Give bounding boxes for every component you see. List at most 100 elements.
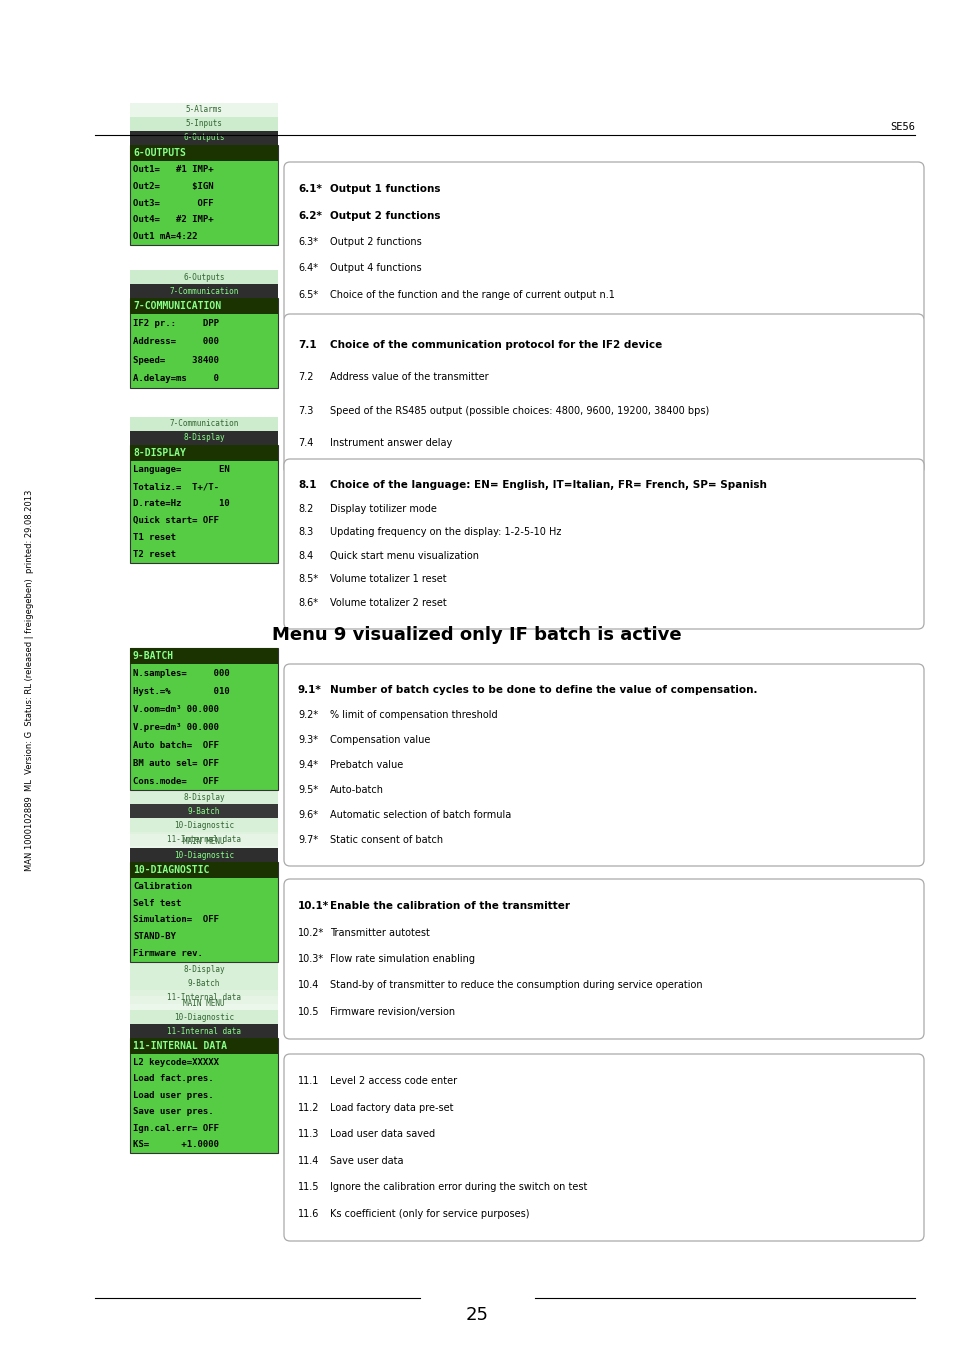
Text: % limit of compensation threshold: % limit of compensation threshold — [330, 710, 497, 721]
Text: MAIN MENU: MAIN MENU — [183, 999, 225, 1007]
Text: 6.2*: 6.2* — [297, 211, 321, 220]
Text: 5-Inputs: 5-Inputs — [185, 119, 222, 128]
Text: Volume totalizer 1 reset: Volume totalizer 1 reset — [330, 575, 446, 584]
Text: Save user data: Save user data — [330, 1156, 403, 1165]
FancyBboxPatch shape — [130, 297, 277, 314]
FancyBboxPatch shape — [130, 804, 277, 818]
FancyBboxPatch shape — [130, 131, 277, 145]
Text: 6-Outputs: 6-Outputs — [183, 273, 225, 281]
Text: Language=       EN: Language= EN — [132, 465, 230, 475]
Text: IF2 pr.:     DPP: IF2 pr.: DPP — [132, 319, 219, 327]
Text: Load factory data pre-set: Load factory data pre-set — [330, 1103, 453, 1113]
Text: V.oom=dm³ 00.000: V.oom=dm³ 00.000 — [132, 704, 219, 714]
Text: Out1=   #1 IMP+: Out1= #1 IMP+ — [132, 165, 213, 174]
Text: BM auto sel= OFF: BM auto sel= OFF — [132, 758, 219, 768]
FancyBboxPatch shape — [130, 976, 277, 990]
Text: 7-Communication: 7-Communication — [169, 419, 238, 429]
Text: Simulation=  OFF: Simulation= OFF — [132, 915, 219, 925]
Text: Choice of the function and the range of current output n.1: Choice of the function and the range of … — [330, 289, 615, 300]
Text: 5-Alarms: 5-Alarms — [185, 105, 222, 115]
Text: 10.3*: 10.3* — [297, 955, 324, 964]
Text: 25: 25 — [465, 1306, 488, 1324]
Text: 11-Internal data: 11-Internal data — [167, 992, 241, 1002]
Text: 9.2*: 9.2* — [297, 710, 317, 721]
Text: 9.1*: 9.1* — [297, 685, 321, 695]
FancyBboxPatch shape — [130, 648, 277, 664]
Text: 7.4: 7.4 — [297, 438, 313, 449]
Text: 6.4*: 6.4* — [297, 264, 317, 273]
Text: Firmware revision/version: Firmware revision/version — [330, 1007, 455, 1017]
Text: 8-Display: 8-Display — [183, 792, 225, 802]
FancyBboxPatch shape — [130, 863, 277, 963]
FancyBboxPatch shape — [130, 963, 277, 976]
Text: T2 reset: T2 reset — [132, 550, 175, 558]
FancyBboxPatch shape — [130, 445, 277, 461]
Text: 8.1: 8.1 — [297, 480, 316, 489]
Text: V.pre=dm³ 00.000: V.pre=dm³ 00.000 — [132, 722, 219, 731]
Text: Cons.mode=   OFF: Cons.mode= OFF — [132, 776, 219, 786]
Text: 7.3: 7.3 — [297, 406, 313, 415]
FancyBboxPatch shape — [130, 790, 277, 804]
FancyBboxPatch shape — [130, 270, 277, 284]
FancyBboxPatch shape — [130, 834, 277, 848]
Text: 7.2: 7.2 — [297, 373, 314, 383]
Text: Firmware rev.: Firmware rev. — [132, 949, 203, 959]
Text: Load fact.pres.: Load fact.pres. — [132, 1075, 213, 1083]
Text: Choice of the language: EN= English, IT=Italian, FR= French, SP= Spanish: Choice of the language: EN= English, IT=… — [330, 480, 766, 489]
Text: Number of batch cycles to be done to define the value of compensation.: Number of batch cycles to be done to def… — [330, 685, 757, 695]
Text: 9.4*: 9.4* — [297, 760, 317, 771]
Text: Auto-batch: Auto-batch — [330, 786, 384, 795]
Text: Choice of the communication protocol for the IF2 device: Choice of the communication protocol for… — [330, 339, 661, 350]
Text: 8.2: 8.2 — [297, 503, 313, 514]
Text: Address=     000: Address= 000 — [132, 337, 219, 346]
Text: Ignore the calibration error during the switch on test: Ignore the calibration error during the … — [330, 1182, 587, 1192]
Text: 6.3*: 6.3* — [297, 237, 317, 247]
FancyBboxPatch shape — [130, 1023, 277, 1038]
Text: Auto batch=  OFF: Auto batch= OFF — [132, 741, 219, 749]
Text: L2 keycode=XXXXX: L2 keycode=XXXXX — [132, 1057, 219, 1067]
Text: Calibration: Calibration — [132, 882, 192, 891]
Text: 8.6*: 8.6* — [297, 598, 317, 608]
Text: 9.7*: 9.7* — [297, 834, 317, 845]
Text: 11.6: 11.6 — [297, 1209, 319, 1218]
FancyBboxPatch shape — [284, 1055, 923, 1241]
Text: A.delay=ms     0: A.delay=ms 0 — [132, 375, 219, 383]
Text: Quick start= OFF: Quick start= OFF — [132, 516, 219, 525]
FancyBboxPatch shape — [130, 145, 277, 161]
Text: 10-DIAGNOSTIC: 10-DIAGNOSTIC — [132, 865, 209, 875]
Text: 8-Display: 8-Display — [183, 434, 225, 442]
Text: 6.5*: 6.5* — [297, 289, 317, 300]
Text: Volume totalizer 2 reset: Volume totalizer 2 reset — [330, 598, 446, 608]
Text: Out4=   #2 IMP+: Out4= #2 IMP+ — [132, 215, 213, 224]
FancyBboxPatch shape — [284, 458, 923, 629]
Text: MAN 1000102889  ML  Version: G  Status: RL (released | freigegeben)  printed: 29: MAN 1000102889 ML Version: G Status: RL … — [26, 489, 34, 871]
Text: Quick start menu visualization: Quick start menu visualization — [330, 550, 478, 561]
Text: 10-Diagnostic: 10-Diagnostic — [173, 1013, 233, 1022]
Text: Out1 mA=4:22: Out1 mA=4:22 — [132, 233, 197, 241]
Text: 7-Communication: 7-Communication — [169, 287, 238, 296]
Text: Out2=      $IGN: Out2= $IGN — [132, 181, 213, 191]
Text: Address value of the transmitter: Address value of the transmitter — [330, 373, 488, 383]
FancyBboxPatch shape — [130, 416, 277, 431]
Text: 6-Outputs: 6-Outputs — [183, 134, 225, 142]
Text: Output 1 functions: Output 1 functions — [330, 184, 440, 195]
Text: D.rate=Hz       10: D.rate=Hz 10 — [132, 499, 230, 508]
Text: 10.2*: 10.2* — [297, 927, 324, 937]
FancyBboxPatch shape — [130, 297, 277, 388]
Text: 8.4: 8.4 — [297, 550, 313, 561]
Text: Automatic selection of batch formula: Automatic selection of batch formula — [330, 810, 511, 819]
Text: MAIN MENU: MAIN MENU — [183, 837, 225, 845]
Text: 6-OUTPUTS: 6-OUTPUTS — [132, 147, 186, 158]
FancyBboxPatch shape — [284, 162, 923, 322]
Text: Speed=     38400: Speed= 38400 — [132, 356, 219, 365]
Text: 9.3*: 9.3* — [297, 735, 317, 745]
Text: 10.4: 10.4 — [297, 980, 319, 991]
Text: 9.6*: 9.6* — [297, 810, 317, 819]
Text: Menu 9 visualized only IF batch is active: Menu 9 visualized only IF batch is activ… — [272, 626, 681, 644]
Text: 11-Internal data: 11-Internal data — [167, 1026, 241, 1036]
Text: 11-INTERNAL DATA: 11-INTERNAL DATA — [132, 1041, 227, 1051]
Text: SE56: SE56 — [889, 122, 914, 132]
Text: Updating frequency on the display: 1-2-5-10 Hz: Updating frequency on the display: 1-2-5… — [330, 527, 560, 537]
Text: Speed of the RS485 output (possible choices: 4800, 9600, 19200, 38400 bps): Speed of the RS485 output (possible choi… — [330, 406, 708, 415]
Text: Out3=       OFF: Out3= OFF — [132, 199, 213, 207]
